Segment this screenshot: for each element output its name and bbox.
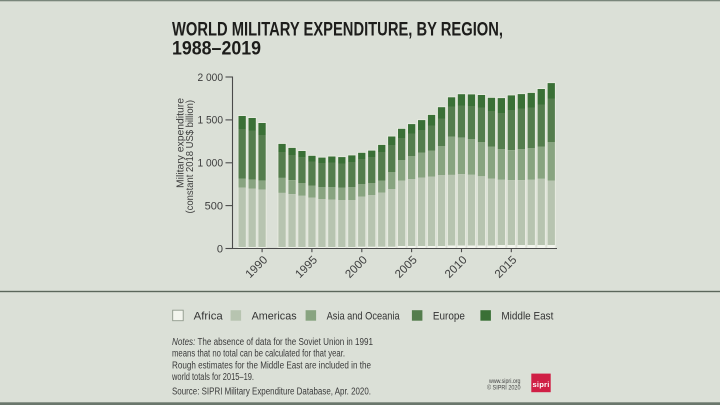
svg-text:world totals for 2015–19.: world totals for 2015–19. xyxy=(171,372,254,383)
svg-text:www.sipri.org: www.sipri.org xyxy=(488,378,521,385)
svg-text:sipri: sipri xyxy=(532,380,549,389)
svg-text:Africa: Africa xyxy=(194,311,224,323)
svg-text:Americas: Americas xyxy=(252,311,297,323)
svg-text:Asia and Oceania: Asia and Oceania xyxy=(327,311,401,323)
svg-text:means that no total can be cal: means that no total can be calculated fo… xyxy=(172,349,345,360)
svg-text:1 500: 1 500 xyxy=(198,115,224,127)
svg-text:(constant 2018 US$ billion): (constant 2018 US$ billion) xyxy=(185,100,196,214)
svg-text:1 000: 1 000 xyxy=(198,158,224,170)
svg-text:Military expenditure: Military expenditure xyxy=(175,97,186,188)
svg-text:Source: SIPRI Military Expendi: Source: SIPRI Military Expenditure Datab… xyxy=(172,386,371,397)
svg-text:500: 500 xyxy=(205,200,223,212)
svg-text:2 000: 2 000 xyxy=(198,72,224,84)
svg-text:0: 0 xyxy=(217,243,223,255)
svg-text:WORLD MILITARY EXPENDITURE, BY: WORLD MILITARY EXPENDITURE, BY REGION, xyxy=(172,19,503,41)
svg-text:Europe: Europe xyxy=(433,311,465,323)
svg-text:Notes: The absence of data for: Notes: The absence of data for the Sovie… xyxy=(172,337,373,348)
svg-text:Middle East: Middle East xyxy=(501,311,553,323)
svg-text:Rough estimates for the Middle: Rough estimates for the Middle East are … xyxy=(172,360,371,371)
svg-text:© SIPRI 2020: © SIPRI 2020 xyxy=(487,385,521,392)
svg-text:1988–2019: 1988–2019 xyxy=(172,38,261,60)
